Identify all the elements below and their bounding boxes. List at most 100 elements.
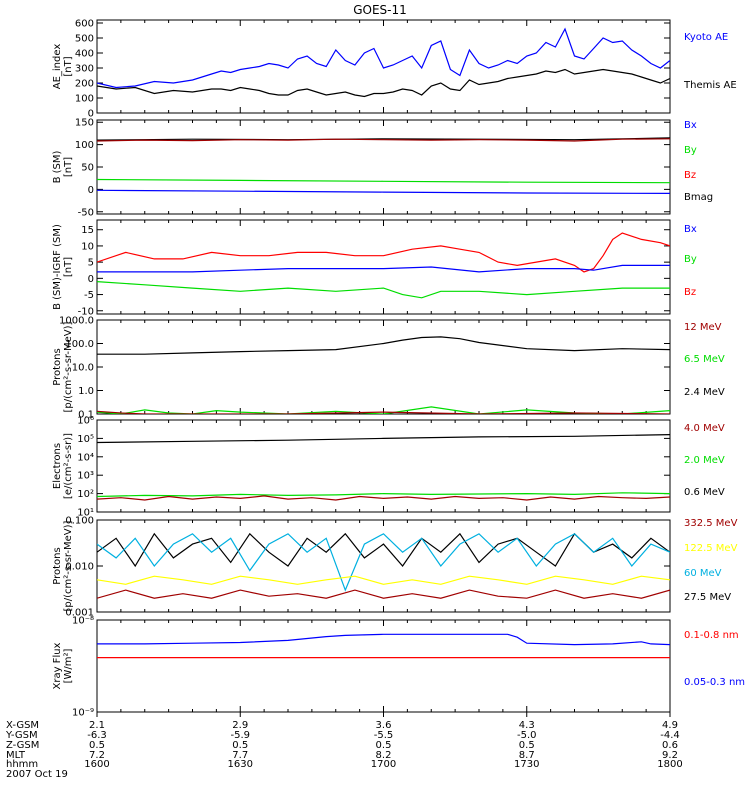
orbit-value: 2.9 bbox=[232, 720, 248, 731]
orbit-value: 7.7 bbox=[232, 750, 248, 761]
orbit-value: 0.5 bbox=[519, 740, 535, 751]
orbit-value: 4.3 bbox=[519, 720, 535, 731]
series-line bbox=[97, 336, 670, 355]
orbit-value: 0.5 bbox=[232, 740, 248, 751]
y-axis-label: B (SM) bbox=[52, 150, 63, 183]
orbit-value: -4.4 bbox=[660, 730, 680, 741]
y-axis-label: [nT] bbox=[63, 157, 74, 177]
panel-1: 0 100 200 300 400 500 600 AE_index [nT] Kyoto AE T… bbox=[52, 19, 737, 120]
series-group bbox=[97, 633, 670, 659]
y-tick-label: 5 bbox=[88, 258, 94, 269]
legend-entry: By bbox=[684, 145, 697, 156]
y-tick-label: 1.0 bbox=[78, 386, 94, 397]
y-tick-label: -10 bbox=[78, 306, 94, 317]
plot-title: GOES-11 bbox=[353, 3, 407, 17]
series-line bbox=[97, 533, 670, 592]
panel-5: 10¹ 10² 10³ 10⁴ 10⁵ 10⁶ Electrons [e/(cm²-s-sr)… bbox=[52, 416, 725, 519]
orbit-value: 1730 bbox=[514, 759, 539, 770]
orbit-row-label: Z-GSM bbox=[6, 740, 39, 751]
y-axis-label: AE_index bbox=[52, 44, 63, 90]
orbit-value: 8.7 bbox=[519, 750, 535, 761]
legend-entry: 4.0 MeV bbox=[684, 423, 725, 434]
y-tick-label: 15 bbox=[81, 225, 94, 236]
y-tick-label: 400 bbox=[75, 49, 94, 60]
y-tick-label: 500 bbox=[75, 34, 94, 45]
legend-entry: 60 MeV bbox=[684, 568, 722, 579]
legend-entry: 12 MeV bbox=[684, 322, 722, 333]
series-line bbox=[97, 575, 670, 585]
y-tick-label: 10 bbox=[81, 241, 94, 252]
series-line bbox=[97, 281, 670, 299]
series-line bbox=[97, 495, 670, 501]
y-tick-label: 10³ bbox=[77, 471, 94, 482]
series-group bbox=[97, 336, 670, 414]
panel-frame bbox=[96, 319, 671, 415]
y-tick-label: 100 bbox=[75, 140, 94, 151]
panel-3: -10 -5 0 5 10 15 B (SM)-IGRF (SM) [nT] Bx By Bz bbox=[52, 219, 697, 317]
y-axis-label: [nT] bbox=[63, 56, 74, 76]
y-tick-label: 100.0 bbox=[65, 339, 94, 350]
y-tick-label: 150 bbox=[75, 118, 94, 129]
y-tick-label: -50 bbox=[78, 207, 94, 218]
legend-entry: Bz bbox=[684, 287, 696, 298]
series-group bbox=[97, 137, 670, 194]
legend-entry: Themis AE bbox=[683, 80, 737, 91]
y-tick-label: 10⁴ bbox=[77, 452, 94, 463]
series-group bbox=[97, 434, 670, 501]
series-line bbox=[97, 589, 670, 599]
panel-frame bbox=[96, 119, 671, 215]
legend-entry: 122.5 MeV bbox=[684, 543, 738, 554]
orbit-value: -6.3 bbox=[87, 730, 107, 741]
orbit-value: -5.5 bbox=[374, 730, 394, 741]
orbit-row-label: hhmm bbox=[6, 759, 38, 770]
y-axis-label: [nT] bbox=[63, 257, 74, 277]
y-tick-label: 300 bbox=[75, 64, 94, 75]
series-line bbox=[97, 138, 670, 142]
series-group bbox=[97, 27, 670, 98]
y-tick-label: 10.0 bbox=[72, 363, 94, 374]
series-line bbox=[97, 178, 670, 184]
y-axis-label: [W/m²] bbox=[63, 648, 74, 683]
panel-7: 10⁻⁹ 10⁻⁸ Xray Flux [W/m²] 0.1-0.8 nm 0.05-0.… bbox=[52, 616, 745, 719]
y-tick-label: 0.001 bbox=[65, 608, 94, 619]
y-tick-label: -5 bbox=[84, 290, 94, 301]
y-tick-label: 200 bbox=[75, 79, 94, 90]
y-axis-label: [p/(cm²-s-sr-MeV)] bbox=[63, 520, 74, 611]
y-tick-label: 10⁵ bbox=[77, 434, 94, 445]
legend-entry: Bmag bbox=[684, 192, 713, 203]
y-tick-label: 100 bbox=[75, 94, 94, 105]
orbit-value: 0.5 bbox=[89, 740, 105, 751]
y-tick-label: 0.010 bbox=[65, 562, 94, 573]
y-tick-label: 1000.0 bbox=[59, 316, 94, 327]
y-tick-label: 0.1 bbox=[78, 410, 94, 421]
orbit-row-label: X-GSM bbox=[6, 720, 39, 731]
panel-frame bbox=[96, 219, 671, 315]
legend-entry: Bx bbox=[684, 224, 697, 235]
y-tick-label: 0 bbox=[88, 274, 94, 285]
orbit-value: 1800 bbox=[657, 759, 682, 770]
legend-entry: Bx bbox=[684, 120, 697, 131]
panel-frame bbox=[96, 19, 671, 114]
legend-entry: 27.5 MeV bbox=[684, 592, 731, 603]
orbit-value: 7.2 bbox=[89, 750, 105, 761]
series-line bbox=[97, 434, 670, 444]
orbit-value: 0.6 bbox=[662, 740, 678, 751]
orbit-row-label: Y-GSM bbox=[5, 730, 38, 741]
y-axis-label: Protons bbox=[52, 348, 63, 385]
series-line bbox=[97, 189, 670, 194]
series-line bbox=[97, 68, 670, 98]
legend-entry: 6.5 MeV bbox=[684, 354, 725, 365]
orbit-table: X-GSMY-GSMZ-GSMMLThhmm2.1-6.30.57.216002… bbox=[5, 712, 683, 770]
series-line bbox=[97, 633, 670, 646]
orbit-value: 1600 bbox=[84, 759, 109, 770]
y-tick-label: 10² bbox=[77, 489, 94, 500]
legend-entry: Kyoto AE bbox=[684, 32, 728, 43]
orbit-row-label: MLT bbox=[6, 750, 26, 761]
series-line bbox=[97, 410, 670, 414]
y-tick-label: 10⁻⁸ bbox=[72, 616, 94, 627]
legend-entry: 0.05-0.3 nm bbox=[684, 677, 745, 688]
orbit-value: 2.1 bbox=[89, 720, 105, 731]
series-line bbox=[97, 27, 670, 89]
